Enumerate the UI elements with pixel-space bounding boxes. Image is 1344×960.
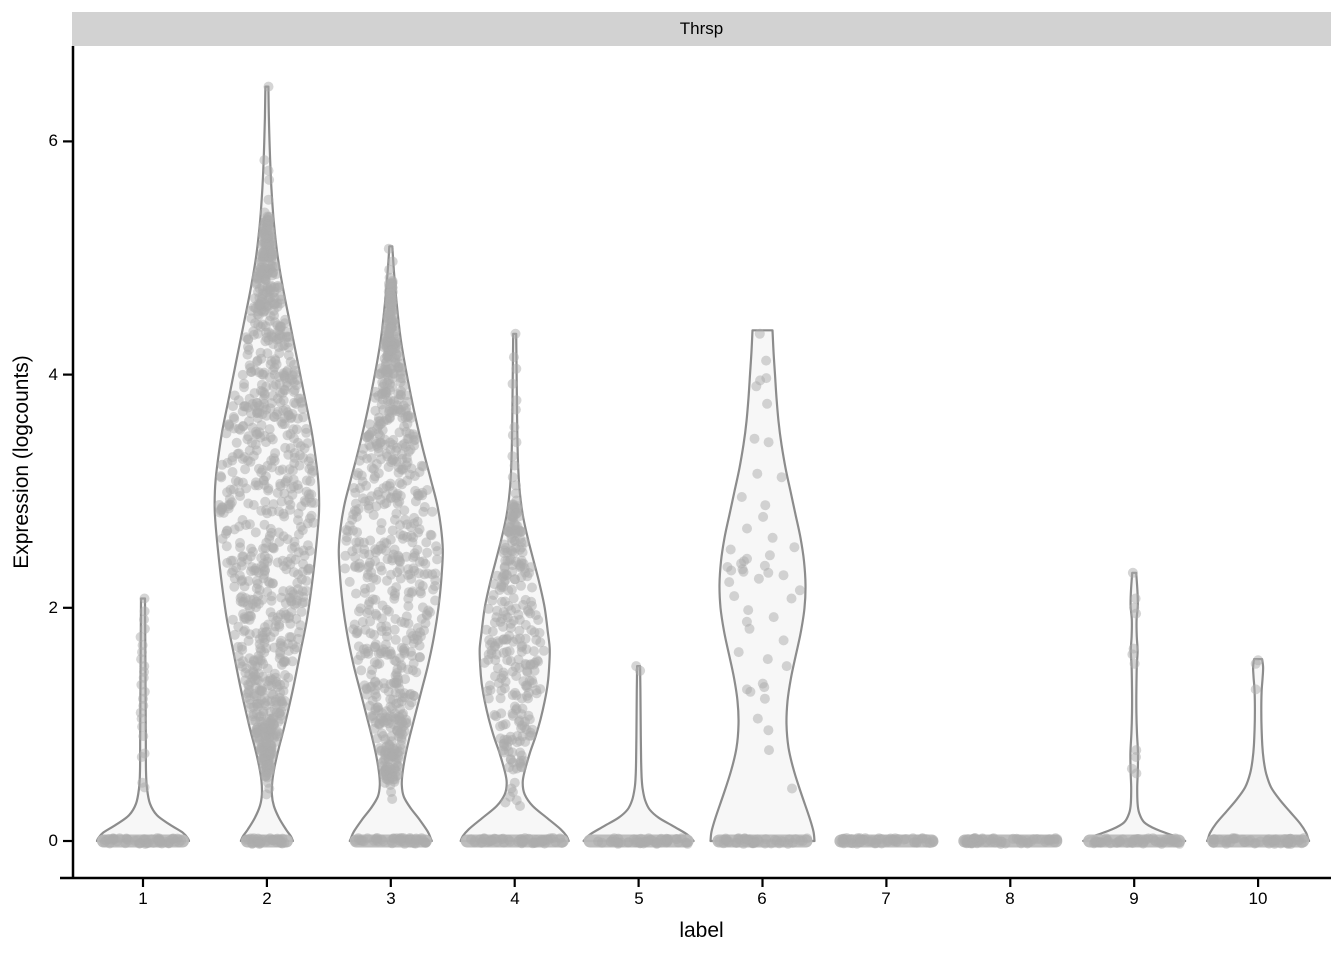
x-tick-label-5: 5: [634, 889, 644, 908]
x-tick-label-6: 6: [757, 889, 767, 908]
violin-8: [958, 833, 1063, 849]
violin-1: [95, 593, 191, 849]
x-tick-label-9: 9: [1129, 889, 1139, 908]
violin-3: [337, 243, 444, 849]
violin-9: [1082, 567, 1187, 849]
y-tick-label-6: 6: [48, 131, 58, 150]
violin-2: [213, 81, 321, 849]
violin-6: [709, 328, 816, 849]
x-tick-label-10: 10: [1248, 889, 1268, 908]
y-tick-label-0: 0: [48, 831, 58, 850]
facet-strip: Thrsp: [72, 12, 1331, 46]
x-axis-title: label: [679, 919, 724, 942]
violin-7: [834, 833, 939, 849]
y-tick-label-4: 4: [48, 364, 58, 384]
x-tick-label-3: 3: [386, 889, 396, 908]
violin-5: [582, 661, 695, 849]
x-tick-label-4: 4: [510, 889, 520, 908]
x-tick-label-2: 2: [262, 889, 272, 908]
x-tick-label-1: 1: [138, 889, 148, 908]
x-tick-label-8: 8: [1005, 889, 1015, 908]
facet-title: Thrsp: [679, 19, 724, 38]
x-tick-label-7: 7: [881, 889, 891, 908]
violin-10: [1206, 655, 1311, 849]
y-tick-label-2: 2: [48, 598, 58, 617]
violin-4: [459, 328, 570, 849]
y-axis-title: Expression (logcounts): [10, 355, 33, 569]
